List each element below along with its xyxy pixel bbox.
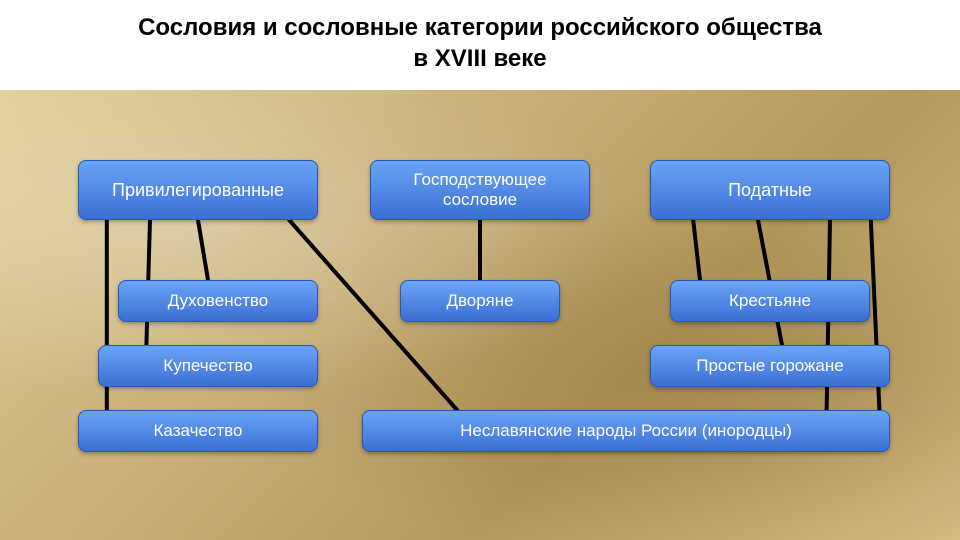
node-krest: Крестьяне [670, 280, 870, 322]
node-label-krest: Крестьяне [729, 291, 811, 311]
title-line2: в XVIII веке [413, 45, 546, 72]
node-priv: Привилегированные [78, 160, 318, 220]
node-label-kaz: Казачество [154, 421, 243, 441]
node-label-podat: Податные [728, 180, 812, 201]
edge-podat-krest-5 [693, 220, 700, 280]
node-gor: Простые горожане [650, 345, 890, 387]
node-label-duh: Духовенство [168, 291, 268, 311]
node-label-inor: Неславянские народы России (инородцы) [460, 421, 792, 441]
node-label-gosp: Господствующее сословие [381, 170, 579, 210]
node-label-kup: Купечество [163, 356, 252, 376]
diagram-area: Привилегированные Господствующее сословие… [0, 90, 960, 540]
node-inor: Неславянские народы России (инородцы) [362, 410, 890, 452]
page-title: Сословия и сословные категории российско… [40, 12, 920, 74]
node-duh: Духовенство [118, 280, 318, 322]
node-label-priv: Привилегированные [112, 180, 284, 201]
node-kaz: Казачество [78, 410, 318, 452]
node-kup: Купечество [98, 345, 318, 387]
node-podat: Податные [650, 160, 890, 220]
title-line1: Сословия и сословные категории российско… [138, 14, 822, 41]
title-area: Сословия и сословные категории российско… [0, 0, 960, 90]
node-label-dvor: Дворяне [446, 291, 513, 311]
edge-priv-duh-2 [198, 220, 208, 280]
node-gosp: Господствующее сословие [370, 160, 590, 220]
node-dvor: Дворяне [400, 280, 560, 322]
node-label-gor: Простые горожане [696, 356, 843, 376]
